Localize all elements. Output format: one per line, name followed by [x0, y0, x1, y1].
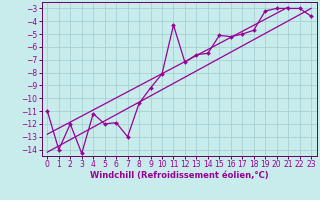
X-axis label: Windchill (Refroidissement éolien,°C): Windchill (Refroidissement éolien,°C): [90, 171, 268, 180]
